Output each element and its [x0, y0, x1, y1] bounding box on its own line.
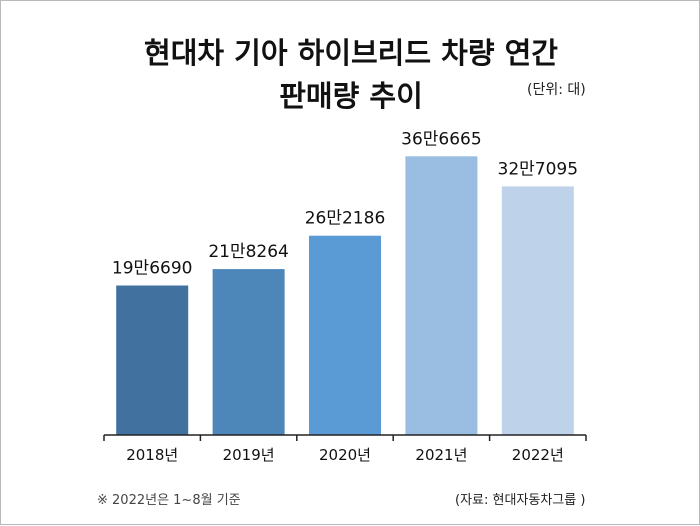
data-label-0: 19만6690: [112, 259, 193, 279]
bar-3: [405, 156, 478, 436]
chart-title-line2: 판매량 추이: [279, 79, 423, 113]
data-label-2: 26만2186: [305, 209, 386, 229]
x-tick-label-2: 2020년: [319, 446, 371, 464]
data-label-4: 32만7095: [498, 159, 579, 179]
data-label-3: 36만6665: [401, 129, 482, 149]
bar-0: [116, 285, 189, 435]
footnote: ※ 2022년은 1~8월 기준: [97, 493, 241, 508]
source-note: (자료: 현대자동차그룹 ): [455, 493, 586, 508]
unit-label: (단위: 대): [527, 82, 586, 98]
bar-4: [501, 186, 574, 435]
x-tick-label-3: 2021년: [415, 446, 467, 464]
chart-title-line1: 현대차 기아 하이브리드 차량 연간: [144, 36, 558, 70]
data-label-1: 21만8264: [208, 242, 289, 262]
x-tick-label-0: 2018년: [126, 446, 178, 464]
x-tick-label-4: 2022년: [512, 446, 564, 464]
bar-2: [309, 235, 381, 435]
bar-1: [212, 269, 285, 435]
x-tick-label-1: 2019년: [223, 446, 275, 464]
